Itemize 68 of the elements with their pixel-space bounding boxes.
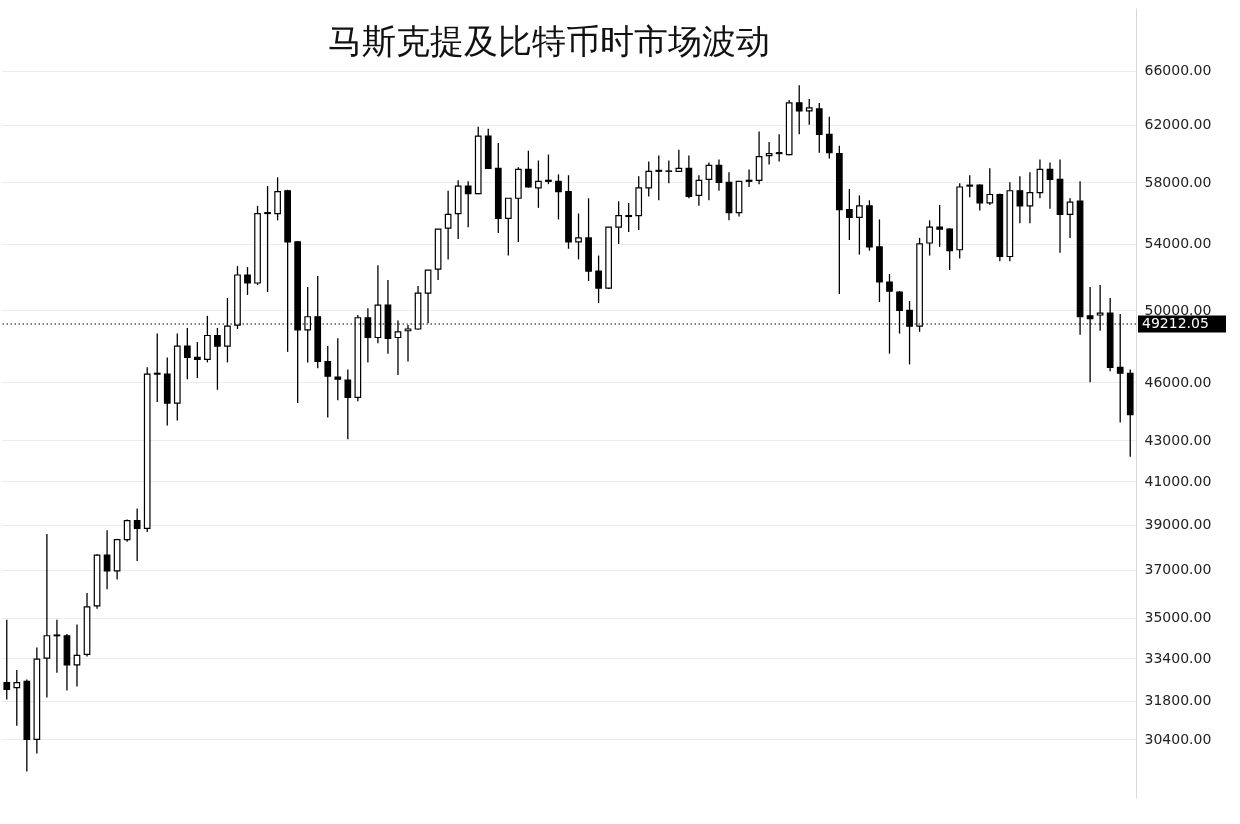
candlestick [545, 153, 552, 185]
candlestick [645, 160, 653, 198]
candlestick [775, 133, 783, 163]
candlestick [825, 116, 833, 160]
candlestick [504, 197, 512, 257]
candlestick [344, 368, 352, 441]
candlestick [1026, 171, 1034, 224]
y-tick-label: 54000.00 [1144, 235, 1212, 252]
y-tick-label: 31800.00 [1144, 692, 1212, 709]
y-tick-label: 46000.00 [1144, 373, 1212, 390]
y-tick-label: 35000.00 [1144, 609, 1212, 626]
y-tick-label: 39000.00 [1144, 516, 1212, 533]
candlestick [264, 185, 271, 293]
candlestick [926, 219, 933, 257]
candlestick [625, 202, 633, 233]
candlestick [153, 332, 161, 403]
candlestick [73, 623, 81, 688]
candlestick [715, 158, 723, 192]
candlestick [43, 533, 51, 699]
candlestick [53, 619, 61, 674]
candlestick [655, 154, 663, 201]
candlestick [244, 266, 251, 296]
candlestick [705, 161, 713, 201]
candlestick [765, 141, 773, 166]
candlestick [595, 254, 602, 304]
candlestick [133, 507, 141, 562]
y-tick-label: 41000.00 [1144, 472, 1212, 489]
candlestick [986, 167, 994, 206]
candlestick [575, 212, 582, 261]
candlestick [183, 327, 191, 380]
candlestick [214, 327, 221, 391]
y-tick-label: 66000.00 [1144, 62, 1212, 79]
candlestick [274, 176, 281, 221]
candlestick [966, 174, 974, 199]
y-tick-label: 30400.00 [1144, 730, 1212, 747]
candlestick [856, 194, 863, 256]
candlestick [194, 341, 201, 379]
candlestick [665, 159, 673, 184]
candlestick [525, 150, 532, 189]
candlestick [805, 98, 813, 126]
y-tick-label: 50000.00 [1144, 301, 1212, 318]
ref-line-label: 49212.05 [1142, 315, 1209, 332]
candlestick [464, 180, 472, 228]
y-tick-label: 58000.00 [1144, 173, 1212, 190]
candlestick [3, 619, 11, 701]
candlestick [795, 84, 803, 136]
candlestick [946, 227, 954, 271]
candlestick [555, 173, 562, 221]
candlestick [695, 174, 703, 207]
candlestick [123, 518, 131, 543]
candlestick [615, 200, 623, 245]
candlestick [1016, 175, 1024, 224]
candlestick [936, 204, 943, 248]
candlestick [324, 345, 332, 419]
candlestick [334, 337, 342, 401]
candlestick [976, 183, 984, 212]
y-tick-label: 33400.00 [1144, 649, 1212, 666]
candlestick [444, 190, 452, 261]
candlestick [103, 529, 111, 590]
candlestick [846, 188, 853, 241]
candlestick [1066, 197, 1074, 239]
y-tick-label: 37000.00 [1144, 561, 1212, 578]
candlestick [755, 130, 763, 185]
chart-title: 马斯克提及比特币时市场波动 [327, 21, 770, 61]
y-tick-label: 62000.00 [1144, 116, 1212, 133]
candlestick [13, 669, 21, 727]
y-tick-label: 43000.00 [1144, 431, 1212, 448]
candlestick [535, 159, 542, 209]
